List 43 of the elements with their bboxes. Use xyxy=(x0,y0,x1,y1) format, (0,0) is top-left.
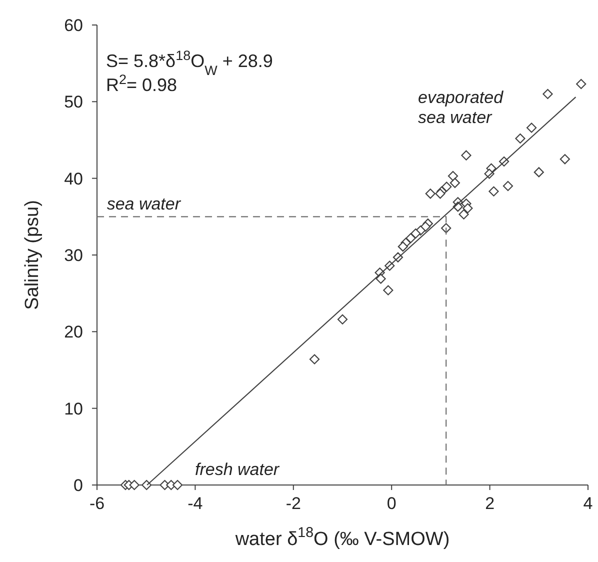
y-axis-title: Salinity (psu) xyxy=(22,200,43,310)
point xyxy=(410,228,421,239)
point xyxy=(458,209,469,220)
x-tick-label: 0 xyxy=(386,494,396,513)
point xyxy=(142,480,152,490)
point xyxy=(376,274,386,284)
y-tick-label: 0 xyxy=(74,476,83,495)
point xyxy=(502,180,514,192)
point xyxy=(383,285,394,296)
point xyxy=(129,480,140,490)
x-tick-label: -6 xyxy=(89,494,105,513)
y-tick-label: 60 xyxy=(64,16,83,35)
annotation: evaporated sea water xyxy=(418,88,504,127)
point xyxy=(337,314,348,324)
point xyxy=(534,167,544,178)
point xyxy=(406,233,416,244)
point xyxy=(542,88,553,100)
point xyxy=(462,203,473,214)
point xyxy=(448,170,458,182)
x-tick-label: -4 xyxy=(188,494,203,513)
y-tick-label: 20 xyxy=(64,322,83,342)
point xyxy=(515,133,526,144)
annotation: sea water xyxy=(106,194,182,214)
point xyxy=(398,242,408,252)
x-axis-title: water δ$^{18}$O (‰ V-SMOW) xyxy=(234,525,450,550)
x-tick-label: -2 xyxy=(286,494,301,513)
y-tick-label: 10 xyxy=(64,399,83,418)
point xyxy=(560,154,570,164)
x-tick-label: 4 xyxy=(583,494,593,513)
x-tick-label: 2 xyxy=(485,494,495,513)
point xyxy=(461,150,472,160)
y-tick-label: 40 xyxy=(64,169,83,188)
point xyxy=(450,178,460,188)
point xyxy=(488,186,499,196)
y-tick-label: 50 xyxy=(64,92,83,112)
point xyxy=(425,188,436,199)
annotation: fresh water xyxy=(195,460,280,479)
point xyxy=(309,354,320,364)
y-tick-label: 30 xyxy=(64,246,83,265)
point xyxy=(576,78,586,90)
point xyxy=(526,122,537,133)
point xyxy=(172,480,183,490)
point xyxy=(435,188,446,199)
